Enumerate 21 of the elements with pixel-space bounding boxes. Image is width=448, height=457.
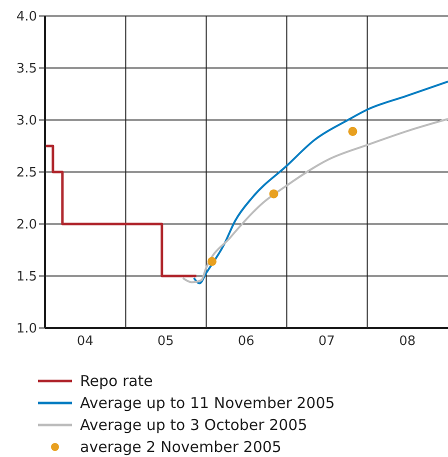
y-tick-label: 2.0 (16, 218, 37, 233)
x-tick-label: 07 (318, 334, 335, 350)
point (348, 126, 358, 136)
x-tick-label: 08 (399, 334, 416, 350)
y-tick-label: 4.0 (16, 10, 37, 25)
legend-label: Repo rate (80, 371, 153, 392)
y-tick-label: 2.5 (16, 166, 37, 181)
point (207, 256, 216, 266)
x-tick-label: 06 (238, 334, 254, 350)
y-tick-label: 1.0 (16, 322, 37, 337)
line-series (182, 118, 448, 284)
point (269, 189, 278, 198)
x-tick-label: 05 (157, 334, 174, 350)
legend-label: Average up to 11 November 2005 (80, 393, 335, 414)
x-tick-label: 04 (76, 334, 94, 350)
y-tick-label: 3.0 (16, 114, 37, 129)
legend-label: Average up to 3 October 2005 (80, 415, 308, 436)
line-series (192, 80, 448, 284)
y-tick-label: 3.5 (16, 62, 37, 77)
legend-label: average 2 November 2005 (80, 437, 282, 457)
y-tick-label: 1.5 (16, 270, 37, 285)
